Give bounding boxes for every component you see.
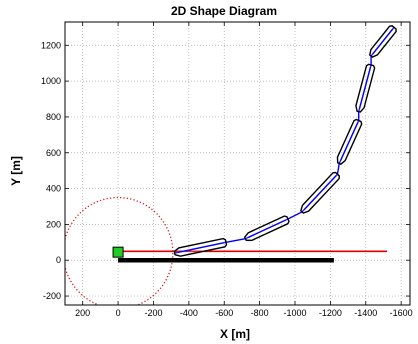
plot-frame — [64, 21, 411, 306]
y-tick-label: -200 — [43, 291, 61, 301]
centerline — [174, 26, 395, 254]
x-tick-label: -1600 — [390, 308, 413, 318]
x-tick-label: 200 — [75, 308, 90, 318]
segment-centerline — [303, 175, 337, 211]
y-tick-label: 1000 — [41, 76, 61, 86]
y-tick-label: 600 — [46, 148, 61, 158]
x-tick-label: -1400 — [354, 308, 377, 318]
x-tick-label: -400 — [180, 308, 198, 318]
y-tick-label: 400 — [46, 184, 61, 194]
x-tick-label: -1000 — [283, 308, 306, 318]
plot-background — [65, 22, 410, 305]
segment-centerline — [247, 219, 287, 239]
x-tick-label: -200 — [144, 308, 162, 318]
x-tick-label: -600 — [215, 308, 233, 318]
range-circle — [65, 196, 174, 305]
y-tick-label: 0 — [56, 255, 61, 265]
segment-centerline — [177, 242, 225, 254]
y-tick-label: 200 — [46, 219, 61, 229]
plot-content — [65, 25, 397, 305]
x-tick-label: -800 — [251, 308, 269, 318]
x-axis-label: X [m] — [220, 327, 250, 341]
x-tick-label: -1200 — [319, 308, 342, 318]
x-tick-label: 0 — [116, 308, 121, 318]
segment-centerline — [358, 66, 372, 109]
y-tick-label: 800 — [46, 112, 61, 122]
segment-centerline — [339, 122, 359, 162]
y-axis-label: Y [m] — [9, 156, 23, 186]
start-marker — [112, 246, 124, 258]
y-tick-label: 1200 — [41, 40, 61, 50]
segment-centerline — [372, 28, 394, 55]
chart-title: 2D Shape Diagram — [171, 4, 277, 18]
